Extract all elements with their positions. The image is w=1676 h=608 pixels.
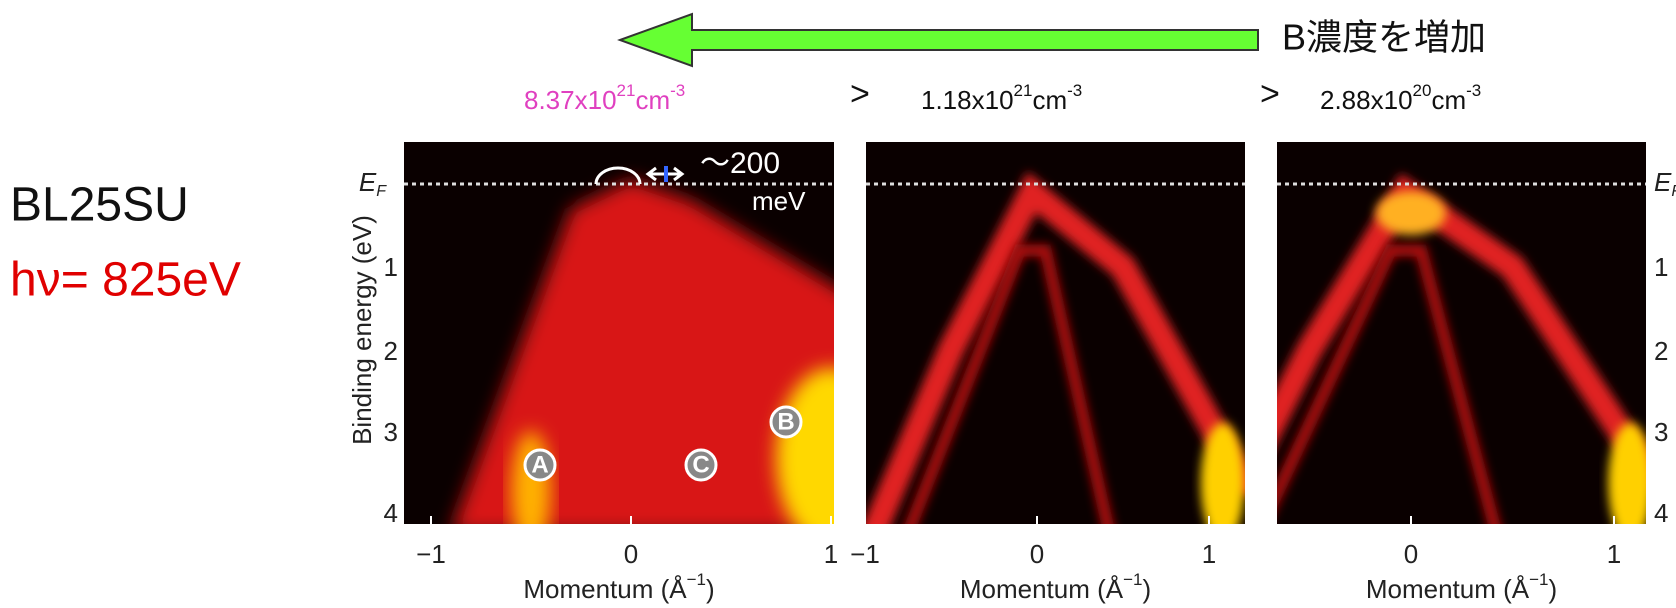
- base: 8.37x10: [524, 85, 617, 115]
- x-axis-label: Momentum (Å−1): [1366, 570, 1557, 603]
- exponent: 21: [1014, 81, 1033, 100]
- unit-exponent: -3: [670, 81, 685, 100]
- label-close: ): [706, 574, 715, 604]
- y-tick-label: 3: [1654, 417, 1668, 447]
- exponent: 20: [1413, 81, 1432, 100]
- label-text: Momentum (Å: [1366, 574, 1530, 604]
- intensity: [1376, 191, 1446, 236]
- y-axis-label: Binding energy (eV): [347, 215, 377, 445]
- peak-badge: [523, 448, 557, 482]
- separator: >: [850, 75, 870, 113]
- y-tick-label: 4: [1654, 498, 1668, 528]
- photon-energy: hν= 825eV: [10, 254, 241, 307]
- band: [866, 172, 1245, 524]
- arrow-label: B濃度を増加: [1282, 17, 1486, 58]
- label-exp: −1: [687, 570, 706, 589]
- peak-badge: [769, 405, 803, 439]
- separator: >: [1260, 75, 1280, 113]
- x-tick-label: 1: [824, 539, 838, 569]
- peak-badge: [684, 448, 718, 482]
- label-text: Momentum (Å: [960, 574, 1124, 604]
- band: [904, 244, 1114, 524]
- gap-marker: [664, 166, 668, 182]
- intensity: [1608, 422, 1646, 524]
- gap-unit: meV: [752, 186, 806, 216]
- x-tick-label: 0: [1404, 539, 1418, 569]
- unit: cm: [635, 85, 670, 115]
- label-exp: −1: [1529, 570, 1548, 589]
- exponent: 21: [617, 81, 636, 100]
- intensity: [1200, 422, 1245, 524]
- sub: F: [376, 183, 387, 200]
- x-tick-label: 0: [624, 539, 638, 569]
- y-tick-label: 2: [384, 336, 398, 366]
- x-tick-label: −1: [416, 539, 446, 569]
- base: 1.18x10: [921, 85, 1014, 115]
- unit-exponent: -3: [1067, 81, 1082, 100]
- unit: cm: [1431, 85, 1466, 115]
- x-tick-label: 1: [1607, 539, 1621, 569]
- fermi-label: EF: [1654, 167, 1676, 200]
- label-close: ): [1142, 574, 1151, 604]
- arpes-panel: [866, 142, 1245, 524]
- arrow: [617, 12, 1259, 68]
- sub: F: [1671, 183, 1676, 200]
- gap-arc: [594, 166, 642, 185]
- y-tick-label: 1: [384, 252, 398, 282]
- beamline: BL25SU: [10, 179, 189, 232]
- intensity: [511, 431, 551, 524]
- concentration: 2.88x1020cm-3: [1320, 81, 1481, 114]
- unit-exponent: -3: [1466, 81, 1481, 100]
- concentration: 8.37x1021cm-3: [524, 81, 685, 114]
- band: [1277, 244, 1501, 524]
- label-exp: −1: [1123, 570, 1142, 589]
- unit: cm: [1032, 85, 1067, 115]
- x-tick-label: −1: [850, 539, 880, 569]
- x-axis-label: Momentum (Å−1): [960, 570, 1151, 603]
- peak-label: C: [692, 451, 709, 478]
- peak-label: A: [531, 451, 548, 478]
- arpes-panel: [1277, 142, 1646, 524]
- label-close: ): [1548, 574, 1557, 604]
- concentration: 1.18x1021cm-3: [921, 81, 1082, 114]
- label-text: Momentum (Å: [523, 574, 687, 604]
- symbol: E: [359, 167, 377, 197]
- y-tick-label: 2: [1654, 336, 1668, 366]
- y-tick-label: 4: [384, 498, 398, 528]
- intensity: [454, 179, 834, 524]
- fermi-label: EF: [359, 167, 387, 200]
- y-tick-label: 3: [384, 417, 398, 447]
- x-tick-label: 0: [1030, 539, 1044, 569]
- x-tick-label: 1: [1202, 539, 1216, 569]
- symbol: E: [1654, 167, 1672, 197]
- arpes-panel: [404, 142, 834, 524]
- y-tick-label: 1: [1654, 252, 1668, 282]
- peak-label: B: [777, 408, 794, 435]
- gap-value: 〜200: [700, 147, 780, 180]
- panel-bg: [1277, 142, 1646, 524]
- base: 2.88x10: [1320, 85, 1413, 115]
- x-axis-label: Momentum (Å−1): [523, 570, 714, 603]
